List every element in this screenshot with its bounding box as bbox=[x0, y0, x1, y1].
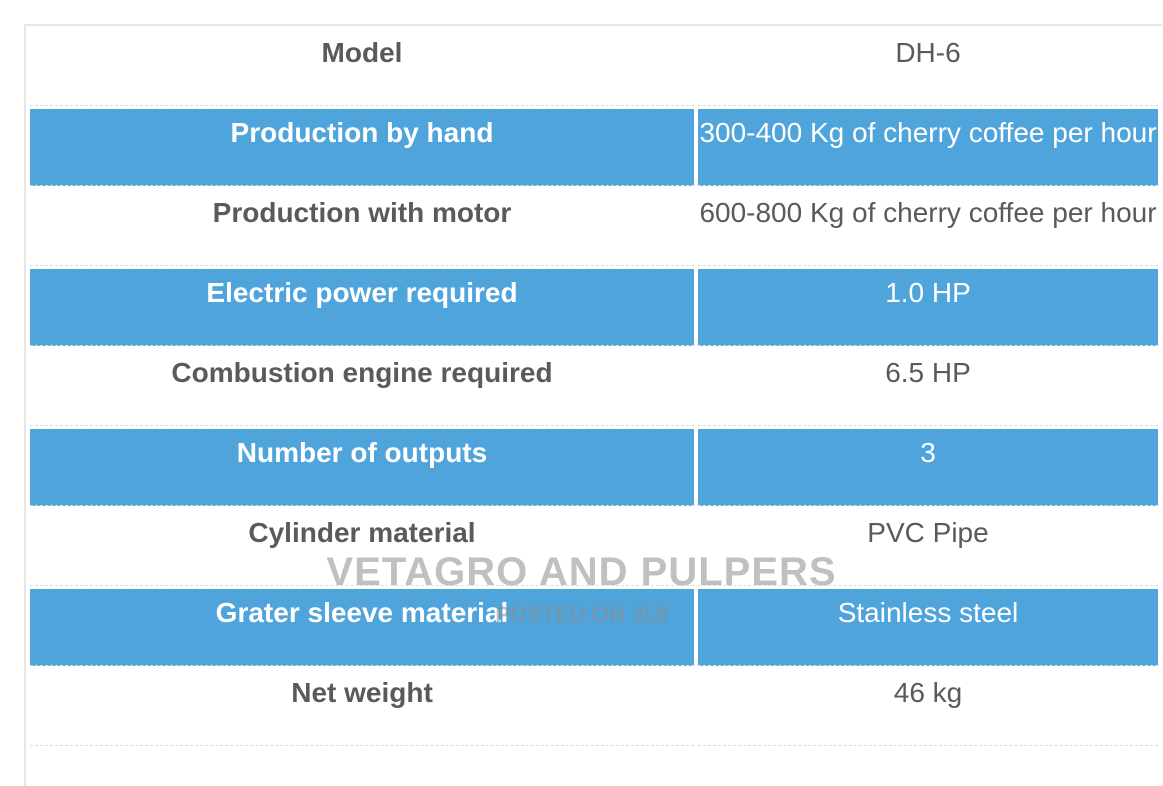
spec-label: Electric power required bbox=[30, 269, 694, 346]
spec-value: 3 bbox=[698, 429, 1158, 506]
spec-label: Combustion engine required bbox=[30, 349, 694, 426]
table-body: Model DH-6 Production by hand 300-400 Kg of… bbox=[30, 29, 1158, 746]
spec-label: Net weight bbox=[30, 669, 694, 746]
spec-label: Model bbox=[30, 29, 694, 106]
spec-value: 600-800 Kg of cherry coffee per hour bbox=[698, 189, 1158, 266]
table-row: Model DH-6 bbox=[30, 29, 1158, 106]
table-row: Production by hand 300-400 Kg of cherry c… bbox=[30, 109, 1158, 186]
table-frame bbox=[24, 24, 1162, 786]
spec-value: 6.5 HP bbox=[698, 349, 1158, 426]
table-row: Combustion engine required 6.5 HP bbox=[30, 349, 1158, 426]
spec-value: 300-400 Kg of cherry coffee per hour bbox=[698, 109, 1158, 186]
spec-label: Grater sleeve material bbox=[30, 589, 694, 666]
table-row: Production with motor 600-800 Kg of cherr… bbox=[30, 189, 1158, 266]
spec-value: PVC Pipe bbox=[698, 509, 1158, 586]
spec-table: Model DH-6 Production by hand 300-400 Kg of… bbox=[26, 26, 1162, 749]
table-row: Number of outputs 3 bbox=[30, 429, 1158, 506]
spec-label: Number of outputs bbox=[30, 429, 694, 506]
spec-value: 46 kg bbox=[698, 669, 1158, 746]
spec-label: Production with motor bbox=[30, 189, 694, 266]
spec-value: Stainless steel bbox=[698, 589, 1158, 666]
spec-value: 1.0 HP bbox=[698, 269, 1158, 346]
spec-value: DH-6 bbox=[698, 29, 1158, 106]
table-row: Cylinder material PVC Pipe bbox=[30, 509, 1158, 586]
table-row: Grater sleeve material Stainless steel bbox=[30, 589, 1158, 666]
table-row: Electric power required 1.0 HP bbox=[30, 269, 1158, 346]
table-row: Net weight 46 kg bbox=[30, 669, 1158, 746]
spec-label: Cylinder material bbox=[30, 509, 694, 586]
spec-label: Production by hand bbox=[30, 109, 694, 186]
